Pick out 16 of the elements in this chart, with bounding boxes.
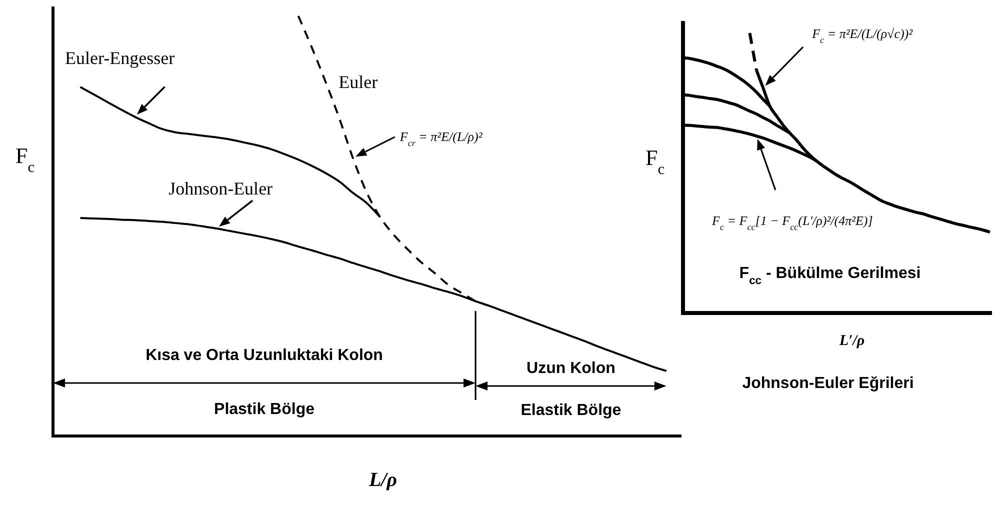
annotation: F$_{c}$ = F$_{cc}$[1 − F$_{cc}$(L′/ρ)²/(4π²E)] [711,213,873,232]
annotation: Plastik Bölge [214,401,315,418]
series-label: Euler [338,72,378,92]
x-axis-title: L/ρ [368,469,398,491]
y-axis-title: F$_{c}$ [15,143,35,176]
annotation: Uzun Kolon [526,360,616,377]
series-label: Johnson-Euler [168,178,273,199]
annotation: F$_{cc}$ - Bükülme Gerilmesi [739,265,921,287]
annotation: F$_{c}$ = π²E/(L/(ρ√c))² [811,26,914,45]
annotation: Kısa ve Orta Uzunluktaki Kolon [146,347,383,364]
text: Johnson-Euler Eğrileri [742,375,914,392]
annotation: Elastik Bölge [520,402,622,419]
x-axis-title: L′/ρ [838,333,865,349]
y-axis-title: F$_{c}$ [645,145,665,178]
series-label: Euler-Engesser [64,48,175,68]
annotation: F$_{cr}$ = π²E/(L/ρ)² [398,128,484,148]
